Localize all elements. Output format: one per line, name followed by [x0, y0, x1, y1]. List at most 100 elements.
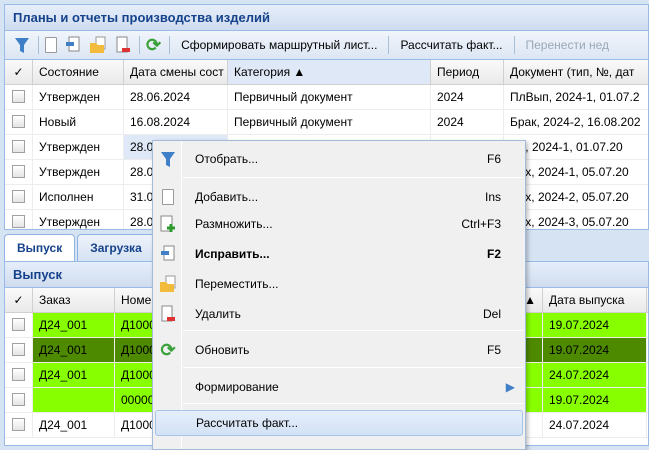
tab-vypusk[interactable]: Выпуск: [4, 234, 76, 261]
row-checkbox[interactable]: [5, 160, 33, 184]
cell: 2024: [431, 110, 504, 134]
cell-order: [33, 388, 115, 412]
col-period[interactable]: Период: [431, 60, 504, 84]
menu-item-label: Рассчитать факт...: [196, 416, 299, 430]
row-checkbox[interactable]: [5, 388, 33, 412]
grid-header: ✓ Состояние Дата смены сост Категория ▲ …: [5, 60, 648, 85]
cell-date: 24.07.2024: [543, 413, 647, 437]
menu-item-1[interactable]: Отобрать... F6: [155, 146, 523, 172]
menu-item-label: Удалить: [195, 307, 241, 321]
cell-date: 19.07.2024: [543, 313, 647, 337]
cell: Брак, 2024-2, 16.08.202: [504, 110, 648, 134]
move-button[interactable]: Перенести нед: [525, 38, 610, 52]
cell-order: Д24_001: [33, 363, 115, 387]
delete-icon: [155, 305, 181, 323]
cell: 16.08.2024: [124, 110, 228, 134]
cell: Первичный документ: [228, 85, 431, 109]
row-checkbox[interactable]: [5, 210, 33, 229]
edit-icon: [155, 245, 181, 263]
row-checkbox[interactable]: [5, 363, 33, 387]
menu-item-7[interactable]: ⟳ Обновить F5: [155, 337, 523, 363]
menu-item-label: Исправить...: [195, 247, 270, 261]
cell: Утвержден: [33, 85, 124, 109]
filter-icon: [155, 150, 181, 168]
table-row[interactable]: Утвержден 28.06.2024 Первичный документ 202…: [5, 85, 648, 110]
menu-item-label: Формирование: [195, 380, 279, 394]
menu-item-label: Обновить: [195, 343, 250, 357]
refresh-icon[interactable]: ⟳: [146, 34, 162, 55]
submenu-arrow-icon: ▶: [505, 380, 515, 394]
select-all-checkmark[interactable]: ✓: [5, 288, 33, 312]
menu-item-2[interactable]: Добавить... Ins: [155, 184, 523, 210]
cell-date: 19.07.2024: [543, 338, 647, 362]
col-date[interactable]: Дата смены сост: [124, 60, 228, 84]
cell: Утвержден: [33, 160, 124, 184]
cell-order: Д24_001: [33, 313, 115, 337]
menu-separator: [183, 403, 523, 404]
cell: Цех, 2024-2, 05.07.20: [504, 185, 648, 209]
cell: Цех, 2024-1, 05.07.20: [504, 160, 648, 184]
document-icon: [155, 189, 181, 205]
col-document[interactable]: Документ (тип, №, дат: [504, 60, 648, 84]
filter-icon[interactable]: [11, 34, 33, 56]
toolbar-separator: [388, 36, 390, 54]
cell: Утвержден: [33, 210, 124, 229]
row-checkbox[interactable]: [5, 135, 33, 159]
calc-fact-button[interactable]: Рассчитать факт...: [400, 38, 503, 52]
cell: Исполнен: [33, 185, 124, 209]
panel-title: Планы и отчеты производства изделий: [5, 5, 648, 31]
move-folder-icon[interactable]: [86, 34, 110, 56]
menu-shortcut: Del: [482, 307, 501, 321]
col-state[interactable]: Состояние: [33, 60, 124, 84]
cell: Первичный документ: [228, 110, 431, 134]
cell: ПлВып, 2024-1, 01.07.2: [504, 85, 648, 109]
cell: Утвержден: [33, 135, 124, 159]
top-panel: Планы и отчеты производства изделий ⟳ Сф…: [4, 4, 649, 230]
cell: Цех, 2024-3, 05.07.20: [504, 210, 648, 229]
add-document-icon[interactable]: [42, 34, 60, 56]
menu-shortcut: F6: [486, 152, 501, 166]
refresh-icon: ⟳: [160, 339, 176, 360]
row-checkbox[interactable]: [5, 338, 33, 362]
menu-item-4[interactable]: Исправить... F2: [155, 241, 523, 267]
context-menu: Отобрать... F6 Добавить... Ins Размножить...…: [152, 140, 526, 450]
menu-shortcut: Ins: [484, 190, 501, 204]
cell: Новый: [33, 110, 124, 134]
cell-order: Д24_001: [33, 413, 115, 437]
col-release-date[interactable]: Дата выпуска: [543, 288, 647, 312]
menu-icon-gutter: [181, 141, 182, 449]
toolbar-separator: [169, 36, 171, 54]
row-checkbox[interactable]: [5, 413, 33, 437]
select-all-checkmark[interactable]: ✓: [5, 60, 33, 84]
route-sheet-button[interactable]: Сформировать маршрутный лист...: [181, 38, 378, 52]
cell-date: 24.07.2024: [543, 363, 647, 387]
toolbar-separator: [139, 36, 140, 54]
menu-item-5[interactable]: Переместить...: [155, 271, 523, 297]
menu-item-label: Размножить...: [195, 217, 273, 231]
menu-separator: [183, 177, 523, 178]
table-row[interactable]: Новый 16.08.2024 Первичный документ 2024 Бра…: [5, 110, 648, 135]
delete-icon[interactable]: [112, 34, 134, 56]
cell: Пр, 2024-1, 01.07.20: [504, 135, 648, 159]
menu-item-3[interactable]: Размножить... Ctrl+F3: [155, 211, 523, 237]
menu-item-label: Переместить...: [195, 277, 279, 291]
menu-item-6[interactable]: Удалить Del: [155, 301, 523, 327]
tab-zagruzka[interactable]: Загрузка: [77, 234, 155, 261]
row-checkbox[interactable]: [5, 85, 33, 109]
toolbar-separator: [38, 36, 39, 54]
cell: 28.06.2024: [124, 85, 228, 109]
menu-item-9[interactable]: Рассчитать факт...: [155, 410, 523, 436]
menu-item-8[interactable]: Формирование ▶: [155, 374, 523, 400]
tab-bar: Выпуск Загрузка: [4, 234, 157, 261]
menu-item-label: Отобрать...: [195, 152, 259, 166]
cell-order: Д24_001: [33, 338, 115, 362]
edit-icon[interactable]: [62, 34, 84, 56]
row-checkbox[interactable]: [5, 313, 33, 337]
col-category[interactable]: Категория ▲: [228, 60, 431, 84]
col-order[interactable]: Заказ: [33, 288, 115, 312]
row-checkbox[interactable]: [5, 110, 33, 134]
cell-date: 19.07.2024: [543, 388, 647, 412]
menu-shortcut: F5: [486, 343, 501, 357]
table-row[interactable]: Утвержден 28.0 Цех, 2024-3, 05.07.20: [5, 210, 648, 229]
row-checkbox[interactable]: [5, 185, 33, 209]
